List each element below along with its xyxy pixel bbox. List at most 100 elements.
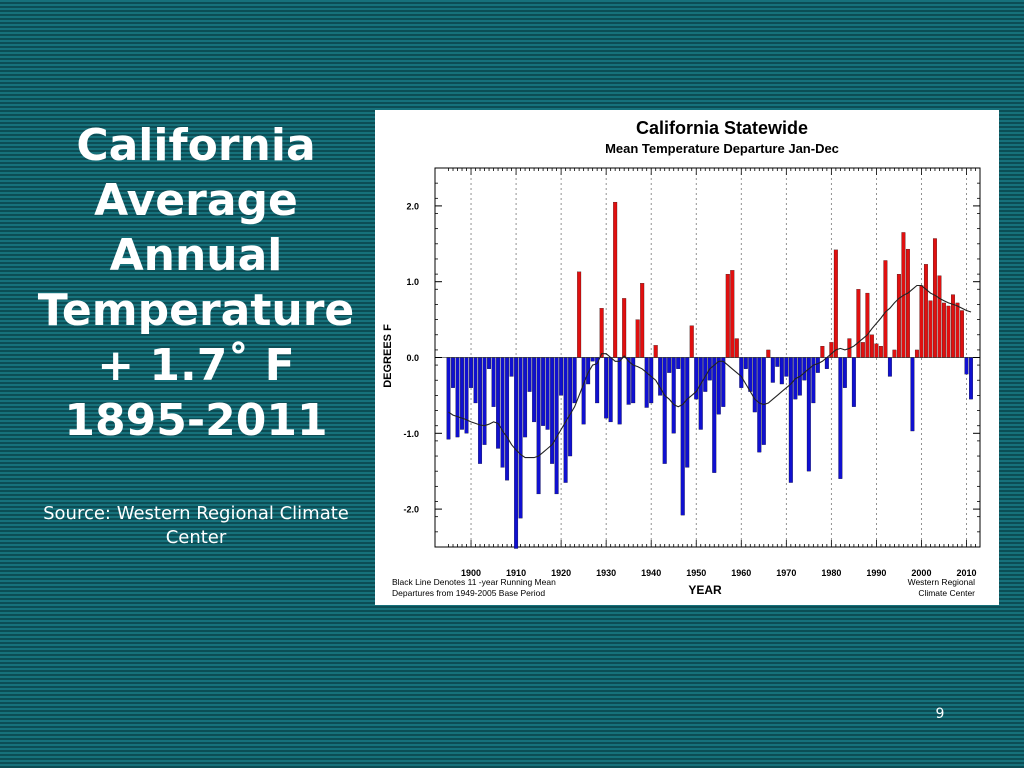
bar [874,343,879,358]
bar [905,248,910,358]
bar [541,357,546,426]
x-tick-label: 1930 [596,568,616,578]
y-tick-label: -2.0 [403,505,419,515]
title-line: 1895-2011 [64,395,328,446]
bar [532,357,537,423]
bar [617,357,622,425]
bar [946,305,951,358]
source-note: Source: Western Regional Climate Center [43,503,349,548]
bar [640,283,645,358]
bar [500,357,505,468]
x-tick-label: 1910 [506,568,526,578]
chart-panel: California Statewide Mean Temperature De… [375,110,999,605]
chart-subtitle: Mean Temperature Departure Jan-Dec [605,141,839,156]
x-tick-label: 1900 [461,568,481,578]
bar [482,357,487,445]
bar [559,357,564,396]
bar [496,357,501,449]
bar [842,357,847,388]
bar [896,273,901,358]
bar [572,357,577,404]
bar [685,357,690,468]
bar [635,319,640,358]
bar [608,357,613,423]
bar [613,201,618,358]
bar [464,357,469,434]
title-line: + 1.7˚ F [97,340,295,391]
bar [865,292,870,358]
bar [716,357,721,415]
bar [590,357,595,362]
bar [451,357,455,388]
bar [757,357,762,453]
bar [514,357,519,549]
x-tick-label: 1920 [551,568,571,578]
bar [478,357,483,464]
bar [455,357,460,438]
bar [779,357,784,385]
bar [689,325,694,358]
x-tick-label: 1970 [776,568,796,578]
bar [955,302,960,358]
bar [730,270,735,358]
page-number: 9 [935,706,945,722]
bar [712,357,717,473]
bar [752,357,757,413]
bar [644,357,649,408]
bar [892,349,897,358]
bar [914,349,919,358]
bar [491,357,496,407]
bar [923,264,928,358]
bar [626,357,631,405]
x-tick-label: 1940 [641,568,661,578]
bar [523,357,528,438]
bar [833,249,838,358]
bar [856,289,861,358]
bar [505,357,510,481]
bar [604,357,609,419]
bar [878,346,883,358]
x-tick-label: 1990 [866,568,886,578]
chart-title: California Statewide [636,118,808,138]
bar [554,357,559,495]
bar [469,357,474,388]
bar [487,357,492,369]
bar [937,275,942,358]
bar [910,357,915,432]
running-mean-line [448,284,972,459]
bar [509,357,514,377]
x-tick-label: 2010 [956,568,976,578]
bar [919,285,924,358]
bar [941,302,946,358]
bar [518,357,523,519]
bar [761,357,766,445]
note-left-1: Black Line Denotes 11 -year Running Mean [392,577,556,587]
x-axis-label: YEAR [688,583,722,597]
slide-title: California Average Annual Temperature + … [20,118,372,448]
bar [649,357,654,404]
bar [667,357,672,373]
note-left-2: Departures from 1949-2005 Base Period [392,588,545,598]
bar [599,308,604,358]
bar [725,273,730,358]
bar [784,357,789,377]
bar [671,357,676,434]
bar [964,357,969,375]
y-tick-label: 0.0 [406,353,419,363]
bar [446,357,451,440]
note-right-1: Western Regional [908,577,976,587]
bar [680,357,685,516]
x-tick-label: 2000 [911,568,931,578]
title-line: Annual [109,230,283,281]
y-tick-label: -1.0 [403,429,419,439]
title-line: Temperature [37,285,355,336]
bar [739,357,744,388]
temperature-chart: California Statewide Mean Temperature De… [382,118,981,598]
bar [581,357,586,425]
bar [527,357,532,392]
bar [698,357,703,430]
bar [928,300,933,358]
bar [721,357,726,407]
bar [960,310,964,358]
bar [550,357,555,464]
